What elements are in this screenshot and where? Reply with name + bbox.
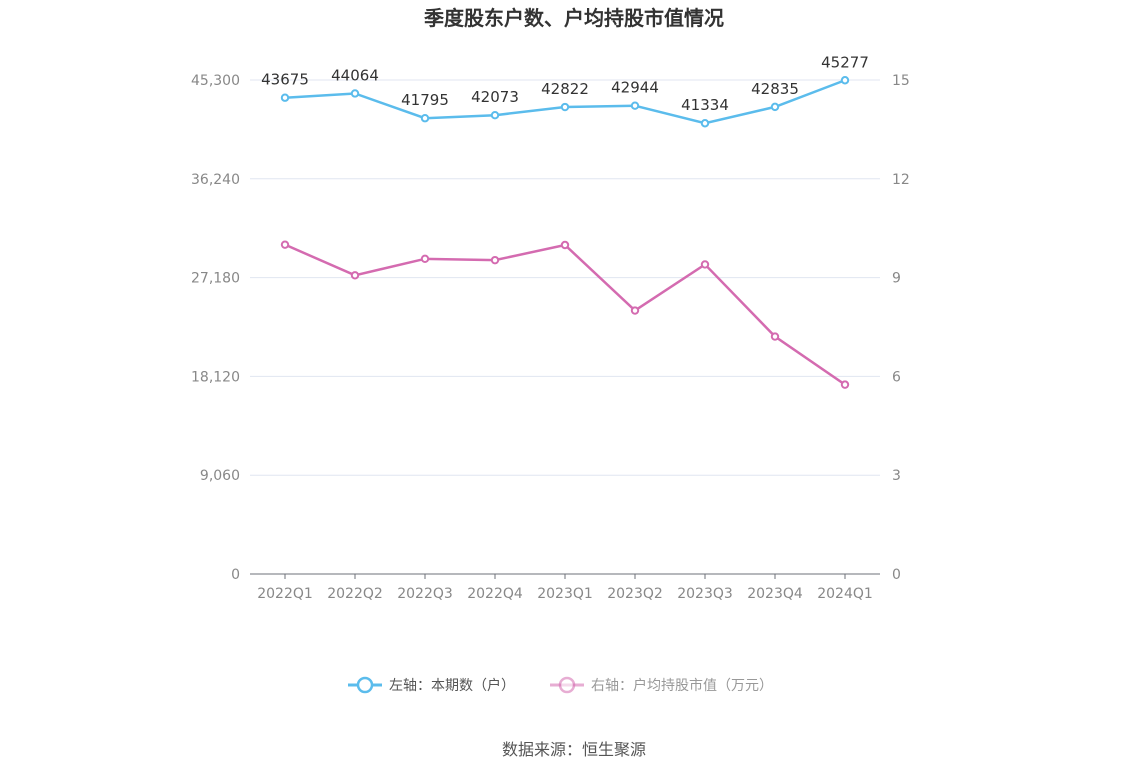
data-label: 44064 bbox=[331, 66, 379, 84]
series-1-point[interactable] bbox=[350, 271, 360, 280]
data-label: 42822 bbox=[541, 80, 589, 98]
data-label: 42073 bbox=[471, 88, 519, 106]
legend-item-left[interactable]: 左轴：本期数（户） bbox=[348, 676, 515, 694]
x-tick-label: 2024Q1 bbox=[817, 586, 873, 602]
series-0-point[interactable] bbox=[700, 119, 710, 128]
series-0-point[interactable] bbox=[350, 89, 360, 98]
right-tick-label: 15 bbox=[892, 73, 910, 89]
data-label: 41334 bbox=[681, 96, 729, 114]
data-label: 41795 bbox=[401, 91, 449, 109]
left-tick-label: 0 bbox=[231, 567, 240, 583]
series-1-point[interactable] bbox=[700, 260, 710, 269]
right-tick-label: 3 bbox=[892, 468, 901, 484]
axis-layer: 0 9,060 18,120 27,180 36,240 45,300 0 3 6 9 12 15 20… bbox=[191, 73, 910, 602]
series-0-point[interactable] bbox=[490, 110, 500, 120]
x-tick-label: 2022Q1 bbox=[257, 586, 313, 602]
left-tick-label: 36,240 bbox=[191, 172, 240, 188]
right-tick-label: 9 bbox=[892, 271, 901, 287]
grid-layer bbox=[250, 79, 880, 476]
data-label: 42944 bbox=[611, 79, 659, 97]
series-1-point[interactable] bbox=[630, 306, 640, 315]
series-0-point[interactable] bbox=[840, 76, 850, 85]
x-tick-label: 2023Q3 bbox=[677, 586, 733, 602]
left-tick-label: 18,120 bbox=[191, 369, 240, 385]
series-layer bbox=[280, 76, 850, 389]
series-1-point[interactable] bbox=[560, 240, 570, 250]
series-0-point[interactable] bbox=[280, 93, 290, 102]
data-label: 43675 bbox=[261, 71, 309, 89]
x-tick-label: 2023Q2 bbox=[607, 586, 663, 602]
x-tick-label: 2022Q4 bbox=[467, 586, 523, 602]
series-1-point[interactable] bbox=[770, 332, 780, 341]
source-note: 数据来源：恒生聚源 bbox=[502, 740, 646, 759]
data-label: 45277 bbox=[821, 53, 869, 71]
series-1-point[interactable] bbox=[490, 255, 500, 265]
legend-left-label: 左轴：本期数（户） bbox=[389, 677, 515, 694]
left-tick-label: 27,180 bbox=[191, 271, 240, 287]
label-layer: 43675 44064 41795 42073 42822 42944 41334 42835… bbox=[261, 53, 869, 114]
left-tick-label: 9,060 bbox=[200, 468, 240, 484]
series-line-1 bbox=[284, 243, 846, 386]
legend[interactable]: 左轴：本期数（户） 右轴：户均持股市值（万元） bbox=[348, 676, 773, 694]
left-tick-label: 45,300 bbox=[191, 73, 240, 89]
data-label: 42835 bbox=[751, 80, 799, 98]
series-0-point[interactable] bbox=[560, 102, 570, 112]
series-0-point[interactable] bbox=[420, 114, 430, 123]
series-1-point[interactable] bbox=[280, 240, 290, 249]
series-0-point[interactable] bbox=[630, 101, 640, 110]
x-tick-label: 2022Q3 bbox=[397, 586, 453, 602]
legend-left-marker bbox=[356, 676, 374, 694]
series-1-point[interactable] bbox=[840, 380, 850, 389]
x-tick-label: 2023Q4 bbox=[747, 586, 803, 602]
right-tick-label: 0 bbox=[892, 567, 901, 583]
right-tick-label: 6 bbox=[892, 369, 901, 385]
x-tick-label: 2022Q2 bbox=[327, 586, 383, 602]
series-1-point[interactable] bbox=[420, 254, 430, 264]
legend-right-label: 右轴：户均持股市值（万元） bbox=[591, 677, 773, 694]
series-0-point[interactable] bbox=[770, 102, 780, 112]
chart-title: 季度股东户数、户均持股市值情况 bbox=[423, 6, 724, 30]
x-tick-label: 2023Q1 bbox=[537, 586, 593, 602]
legend-item-right[interactable]: 右轴：户均持股市值（万元） bbox=[550, 676, 773, 694]
right-tick-label: 12 bbox=[892, 172, 910, 188]
legend-right-marker bbox=[558, 676, 576, 694]
